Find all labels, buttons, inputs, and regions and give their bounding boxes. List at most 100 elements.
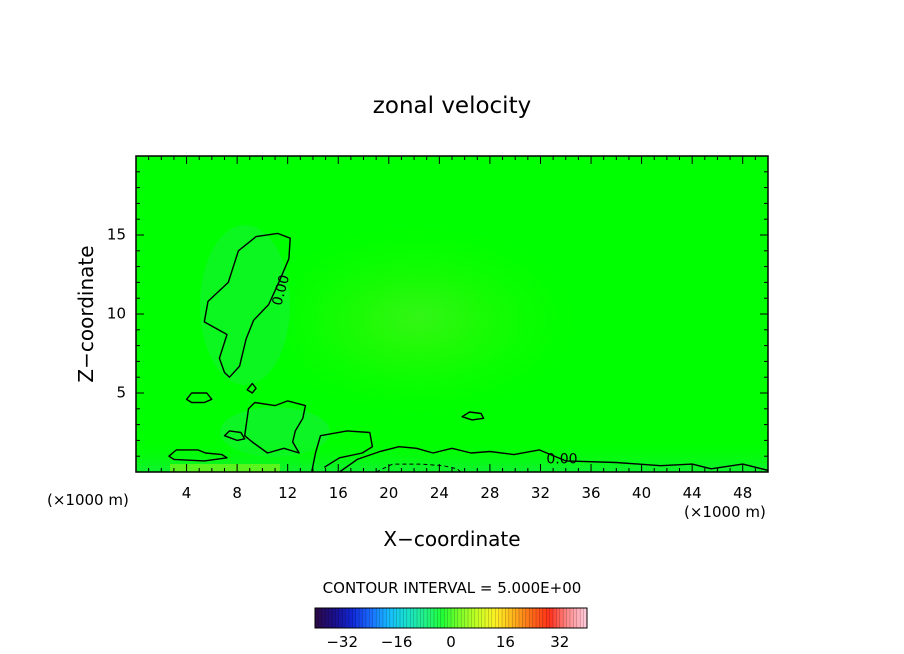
x-tick-label: 40 [632,484,651,502]
colorbar-cell [437,608,442,628]
colorbar-cell [512,608,516,628]
colorbar-cell [430,608,435,628]
negative-surface-shading [340,454,500,472]
colorbar-cell [389,608,394,628]
colorbar-cell [321,608,326,628]
colorbar-cell [393,608,397,628]
colorbar-cell [468,608,472,628]
colorbar-cell [583,608,588,628]
colorbar-cell [556,608,561,628]
colorbar-cell [366,608,370,628]
x-tick-label: 4 [182,484,192,502]
colorbar-cell [423,608,428,628]
zero-contour-upper-lobe [203,232,291,378]
colorbar-cell [362,608,367,628]
colorbar-cell [355,608,360,628]
colorbar-cell [413,608,418,628]
colorbar-cell [529,608,533,628]
contour-label-1: 0.00 [546,451,577,467]
upper-lobe-shading [200,225,290,385]
colorbar-tick-label: 16 [496,633,515,651]
colorbar-tick-label: −32 [326,633,358,651]
colorbar-cell [400,608,404,628]
y-tick-labels: 5 10 15 [107,226,126,402]
axis-ticks [135,156,769,472]
contour-interval-label: CONTOUR INTERVAL = 5.000E+00 [323,579,582,597]
colorbar-cell [505,608,510,628]
colorbar-cell [328,608,333,628]
colorbar-cell [315,608,319,628]
colorbar-cell [396,608,401,628]
colorbar-cell [349,608,353,628]
colorbar-cell [434,608,438,628]
zero-contour-mid-lower [311,430,374,472]
x-tick-label: 32 [531,484,550,502]
colorbar-cell [471,608,476,628]
negative-contour-surface-dip [375,463,462,472]
y-tick-label: 15 [107,226,126,244]
plot-area [136,156,768,472]
zero-contour-lower-left [244,400,307,454]
colorbar-cell [525,608,530,628]
colorbar-cell [427,608,431,628]
colorbar-cell [332,608,336,628]
colorbar-tick-label: 32 [550,633,569,651]
colorbar-cell [379,608,384,628]
colorbar [314,607,588,629]
zero-contour-left-surface [168,449,228,462]
x-tick-label: 48 [733,484,752,502]
zero-contour-small-blob-2 [246,382,257,394]
colorbar-cell [386,608,391,628]
colorbar-cell [454,608,459,628]
colorbar-cell [502,608,506,628]
colorbar-tick-label: 0 [446,633,456,651]
colorbar-cell [576,608,581,628]
colorbar-cell [536,608,540,628]
colorbar-cell [488,608,493,628]
colorbar-tick-label: −16 [381,633,413,651]
y-tick-label: 10 [107,305,126,323]
x-tick-label: 28 [480,484,499,502]
colorbar-cell [553,608,557,628]
x-tick-label: 36 [581,484,600,502]
x-axis-label: X−coordinate [383,527,520,551]
colorbar-cell [519,608,523,628]
colorbar-cell [447,608,452,628]
colorbar-cell [318,608,323,628]
x-tick-label: 44 [683,484,702,502]
contour-lines [168,232,768,472]
colorbar-cell [376,608,380,628]
colorbar-cell [549,608,554,628]
colorbar-cell [491,608,496,628]
x-unit-left: (×1000 m) [47,491,129,509]
colorbar-cell [338,608,343,628]
colorbar-cell [369,608,374,628]
colorbar-cell [485,608,489,628]
zero-contour-small-blob-3 [223,430,246,442]
colorbar-cell [420,608,425,628]
colorbar-cell [474,608,479,628]
colorbar-cell [444,608,448,628]
colorbar-cell [451,608,455,628]
colorbar-cell [417,608,421,628]
colorbar-cell [403,608,408,628]
colorbar-cell [440,608,445,628]
colorbar-cell [352,608,357,628]
colorbar-frame [314,607,588,629]
y-axis-label: Z−coordinate [74,245,98,382]
zero-contour-small-blob-4 [461,411,485,421]
colorbar-cell [457,608,462,628]
x-tick-label: 8 [232,484,242,502]
x-tick-label: 16 [329,484,348,502]
colorbar-cell [359,608,363,628]
colorbar-cell [372,608,377,628]
x-unit-right: (×1000 m) [684,503,766,521]
colorbar-cell [464,608,469,628]
colorbar-cell [481,608,486,628]
colorbar-cell [542,608,547,628]
colorbar-cell [539,608,544,628]
colorbar-cell [546,608,550,628]
colorbar-cell [406,608,411,628]
colorbar-cell [566,608,571,628]
